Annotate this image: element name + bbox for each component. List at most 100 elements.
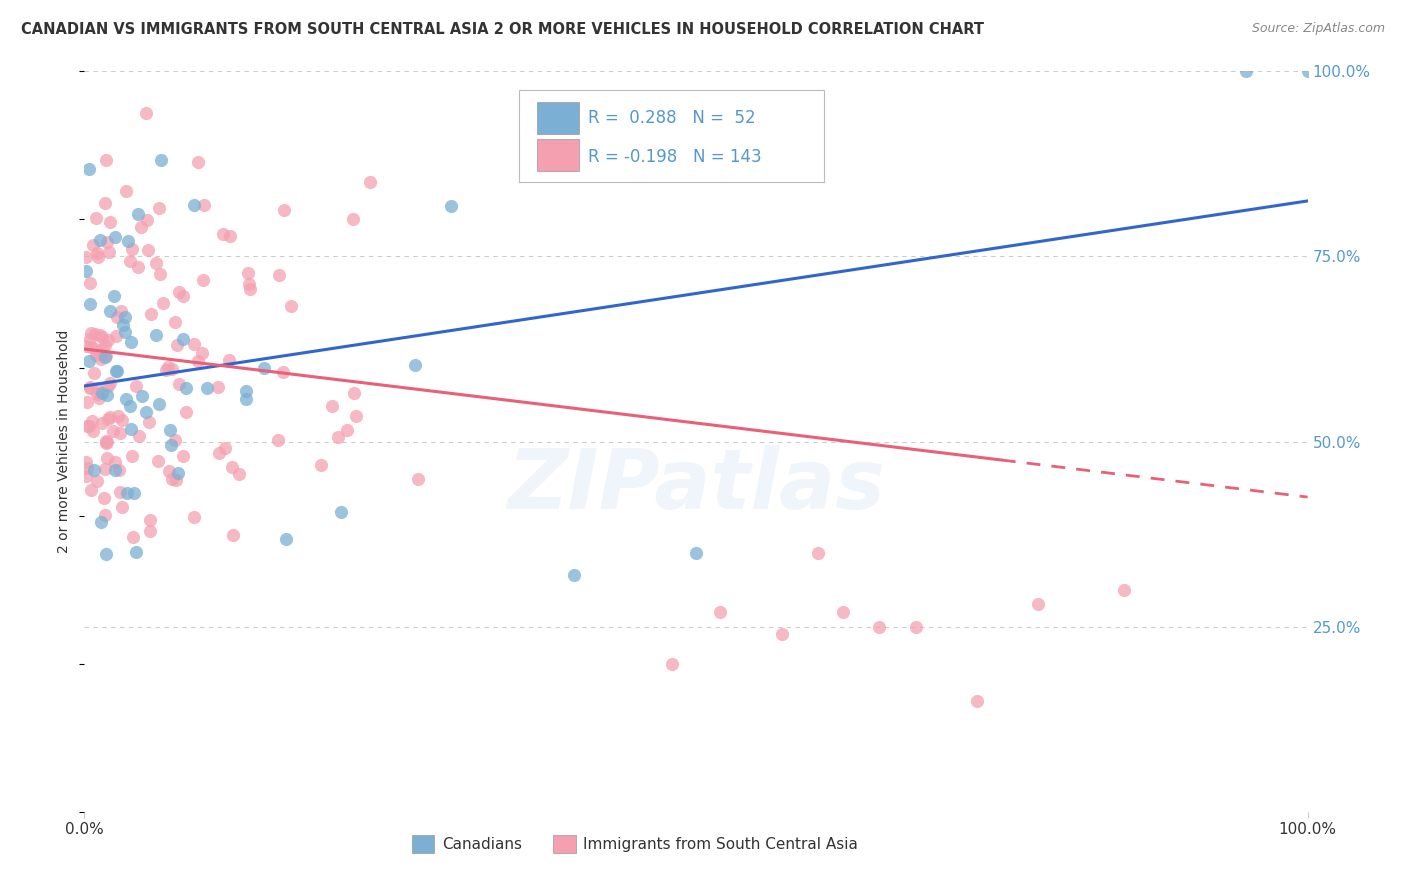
Point [86, 250, 108, 264]
Point [195, 381, 218, 395]
Point [96, 435, 118, 450]
Point [84, 342, 107, 356]
Point [141, 307, 163, 321]
Point [79, 161, 101, 176]
Point [75, 455, 97, 469]
Point [112, 318, 135, 333]
Point [121, 450, 143, 464]
Point [1296, 64, 1319, 78]
Point [98, 304, 121, 318]
Point [136, 243, 159, 257]
Point [831, 605, 853, 619]
Point [685, 546, 707, 560]
Point [211, 227, 233, 242]
Point [90, 351, 112, 366]
Point [86, 387, 108, 401]
Point [905, 619, 928, 633]
Point [110, 303, 132, 318]
Point [103, 288, 125, 302]
Point [86, 246, 108, 260]
Point [342, 212, 364, 227]
Point [111, 413, 134, 427]
Point [139, 524, 162, 538]
Point [104, 455, 127, 469]
Point [105, 364, 128, 378]
Point [273, 202, 295, 217]
Point [101, 425, 124, 439]
Point [191, 346, 214, 360]
Point [267, 434, 290, 448]
Point [110, 500, 132, 514]
Point [94, 434, 117, 449]
Point [149, 267, 172, 281]
Point [344, 409, 367, 423]
Point [309, 458, 332, 472]
Point [138, 415, 160, 429]
Point [121, 242, 143, 256]
Point [122, 486, 145, 500]
Point [98, 376, 121, 390]
Point [222, 527, 245, 541]
Point [163, 315, 186, 329]
Point [93, 508, 115, 522]
Point [89, 515, 111, 529]
Point [90, 416, 112, 430]
Point [93, 195, 115, 210]
Point [77, 354, 100, 368]
Point [114, 310, 136, 324]
Point [156, 359, 179, 374]
Point [219, 228, 242, 243]
Point [96, 235, 118, 249]
Point [79, 332, 101, 346]
Point [807, 546, 830, 560]
Point [94, 153, 117, 168]
Point [145, 328, 167, 343]
Point [1028, 598, 1050, 612]
Point [89, 347, 111, 361]
Point [235, 384, 257, 399]
Point [79, 276, 101, 290]
Point [83, 366, 105, 380]
Point [76, 418, 98, 433]
Point [107, 409, 129, 423]
Point [359, 175, 381, 190]
Point [97, 412, 120, 426]
Point [118, 400, 141, 414]
Point [80, 483, 103, 498]
Point [114, 392, 136, 406]
Point [82, 238, 104, 252]
Point [125, 544, 148, 558]
Point [238, 282, 260, 296]
FancyBboxPatch shape [537, 102, 578, 135]
Point [166, 338, 188, 352]
Point [127, 207, 149, 221]
Point [135, 106, 157, 120]
Point [280, 299, 302, 313]
Point [193, 197, 215, 211]
Point [167, 377, 190, 392]
Point [253, 360, 276, 375]
Point [404, 358, 426, 372]
Point [86, 380, 108, 394]
Point [128, 429, 150, 443]
Point [94, 349, 117, 363]
Point [191, 273, 214, 287]
Point [114, 184, 136, 198]
Point [120, 422, 142, 436]
Point [127, 260, 149, 275]
Point [160, 438, 183, 452]
Point [104, 328, 127, 343]
FancyBboxPatch shape [519, 90, 824, 183]
Point [208, 446, 231, 460]
Point [75, 469, 97, 483]
Point [117, 234, 139, 248]
Point [104, 364, 127, 378]
Point [183, 509, 205, 524]
Point [966, 694, 988, 708]
Point [157, 463, 180, 477]
Point [84, 326, 107, 341]
Point [139, 513, 162, 527]
Point [221, 459, 243, 474]
Point [114, 325, 136, 339]
Point [107, 463, 129, 477]
